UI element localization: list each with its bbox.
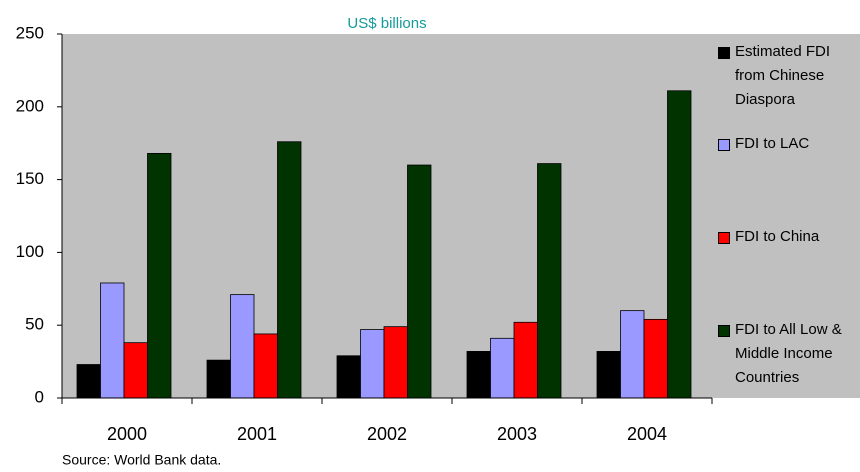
bar — [147, 152, 172, 399]
x-tick-label: 2002 — [367, 424, 407, 444]
bar — [100, 282, 125, 399]
x-tick-label: 2001 — [237, 424, 277, 444]
bar — [407, 164, 432, 399]
bar — [596, 351, 621, 399]
y-tick-label: 250 — [16, 23, 44, 42]
bar — [76, 364, 101, 399]
bar — [667, 90, 692, 399]
legend-swatch — [718, 325, 730, 337]
y-tick-label: 200 — [16, 96, 44, 115]
bar — [230, 294, 255, 399]
bar — [336, 355, 361, 399]
legend-swatch — [718, 139, 730, 151]
legend-label: Estimated FDI from Chinese Diaspora — [735, 43, 831, 108]
y-tick-label: 50 — [25, 315, 44, 334]
bar — [643, 318, 668, 399]
legend-area — [712, 34, 860, 398]
bar — [123, 342, 148, 399]
y-tick-label: 100 — [16, 242, 44, 261]
bar — [490, 337, 515, 399]
legend-label: FDI to All Low & Middle Income Countries — [735, 321, 842, 386]
source-note: Source: World Bank data. — [62, 452, 221, 468]
legend-item: FDI to All Low & Middle Income Countries — [718, 318, 856, 390]
x-tick-label: 2003 — [497, 424, 537, 444]
legend-item: FDI to China — [718, 225, 856, 249]
bar — [537, 163, 562, 399]
bar — [277, 141, 302, 399]
chart-subtitle: US$ billions — [347, 15, 426, 32]
legend-item: Estimated FDI from Chinese Diaspora — [718, 40, 856, 112]
bar — [513, 321, 538, 399]
legend-swatch — [718, 232, 730, 244]
legend-label: FDI to LAC — [735, 135, 810, 152]
bar — [253, 333, 278, 399]
x-tick-label: 2000 — [107, 424, 147, 444]
legend-label: FDI to China — [735, 228, 820, 245]
legend-swatch — [718, 47, 730, 59]
bar — [620, 310, 645, 399]
x-tick-label: 2004 — [627, 424, 667, 444]
bar — [466, 351, 491, 399]
bar — [206, 359, 231, 399]
bar — [360, 329, 385, 399]
y-tick-label: 0 — [35, 387, 44, 406]
y-tick-label: 150 — [16, 169, 44, 188]
legend: Estimated FDI from Chinese Diaspora FDI t… — [712, 34, 860, 398]
legend-item: FDI to LAC — [718, 132, 856, 156]
bar — [383, 326, 408, 399]
